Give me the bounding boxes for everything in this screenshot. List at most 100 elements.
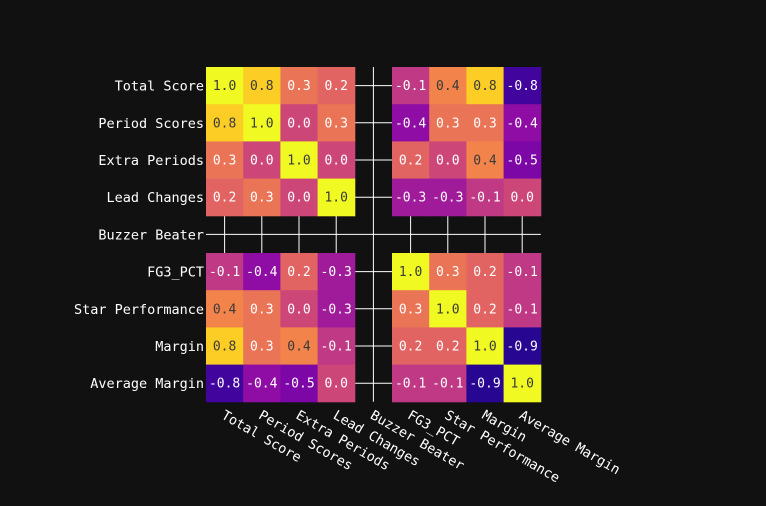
cell-value-label: 1.0 xyxy=(399,265,422,280)
cell-value-label: -0.4 xyxy=(507,116,538,131)
heatmap-cell xyxy=(206,364,244,403)
cell-value-label: 0.0 xyxy=(436,154,459,169)
heatmap-cell xyxy=(429,104,467,142)
cell-value-label: -0.4 xyxy=(246,265,277,280)
heatmap-cell xyxy=(429,253,467,291)
cell-value-label: 0.2 xyxy=(213,191,236,206)
y-tick-label-extra-periods: Extra Periods xyxy=(98,153,204,169)
cell-value-label: 0.3 xyxy=(436,265,459,280)
heatmap-cell xyxy=(503,104,542,142)
heatmap-cell xyxy=(429,178,467,217)
cell-value-label: 0.0 xyxy=(324,377,347,392)
cell-value-label: 0.4 xyxy=(213,302,237,317)
heatmap-cell xyxy=(243,178,281,217)
heatmap-cell xyxy=(466,178,505,217)
cell-value-label: 0.3 xyxy=(250,340,273,355)
heatmap-cell xyxy=(392,364,430,403)
heatmap-cell xyxy=(392,141,430,180)
heatmap-cell xyxy=(429,290,467,328)
heatmap-cell xyxy=(280,141,319,180)
cell-value-label: 0.0 xyxy=(324,154,347,169)
cell-value-label: 0.2 xyxy=(399,154,422,169)
cell-value-label: 0.3 xyxy=(324,116,347,131)
heatmap-cell xyxy=(280,178,319,217)
heatmap-cell xyxy=(466,253,505,291)
y-tick-label-average-margin: Average Margin xyxy=(90,376,204,392)
heatmap-cells xyxy=(206,67,542,403)
heatmap-cell xyxy=(392,253,430,291)
cell-value-labels: 1.0 0.8 0.3 0.2 -0.1 0.4 0.8 -0.8 0.8 1.0 0.0 0.3 -0… xyxy=(209,79,538,392)
cell-value-label: 0.2 xyxy=(436,340,459,355)
cell-value-label: 0.8 xyxy=(250,79,273,94)
heatmap-cell xyxy=(243,67,281,105)
cell-value-label: -0.1 xyxy=(469,191,500,206)
cell-value-label: -0.3 xyxy=(395,191,426,206)
cell-value-label: 0.8 xyxy=(213,340,236,355)
cell-value-label: -0.5 xyxy=(283,377,314,392)
cell-value-label: -0.3 xyxy=(432,191,463,206)
cell-value-label: 1.0 xyxy=(287,154,310,169)
heatmap-cell xyxy=(206,104,244,142)
cell-value-label: -0.1 xyxy=(321,340,352,355)
heatmap-cell xyxy=(392,104,430,142)
heatmap-cell xyxy=(206,253,244,291)
cell-value-label: 0.2 xyxy=(399,340,422,355)
heatmap-cell xyxy=(429,67,467,105)
cell-value-label: -0.8 xyxy=(507,79,538,94)
cell-value-label: 1.0 xyxy=(324,191,347,206)
heatmap-cell xyxy=(243,253,281,291)
heatmap-cell xyxy=(317,364,356,403)
heatmap-cell xyxy=(429,141,467,180)
cell-value-label: 0.8 xyxy=(473,79,496,94)
cell-value-label: -0.3 xyxy=(321,302,352,317)
heatmap-cell xyxy=(280,253,319,291)
heatmap-cell xyxy=(392,67,430,105)
y-tick-label-star-performance: Star Performance xyxy=(74,302,204,318)
heatmap-cell xyxy=(243,327,281,366)
cell-value-label: 0.3 xyxy=(213,154,236,169)
cell-value-label: -0.1 xyxy=(395,377,426,392)
cell-value-label: -0.1 xyxy=(507,265,538,280)
cell-value-label: 0.2 xyxy=(324,79,347,94)
heatmap-cell xyxy=(392,290,430,328)
cell-value-label: 0.0 xyxy=(510,191,533,206)
heatmap-cell xyxy=(206,141,244,180)
heatmap-cell xyxy=(280,67,319,105)
heatmap-cell xyxy=(317,327,356,366)
heatmap-cell xyxy=(429,364,467,403)
heatmap-cell xyxy=(206,178,244,217)
cell-value-label: 0.8 xyxy=(213,116,236,131)
cell-value-label: -0.8 xyxy=(209,377,240,392)
cell-value-label: 0.0 xyxy=(287,191,310,206)
heatmap-cell xyxy=(280,104,319,142)
heatmap-cell xyxy=(503,178,542,217)
heatmap-cell xyxy=(392,327,430,366)
heatmap-cell xyxy=(317,253,356,291)
cell-value-label: -0.3 xyxy=(321,265,352,280)
cell-value-label: 0.0 xyxy=(250,154,273,169)
cell-value-label: 1.0 xyxy=(510,377,533,392)
heatmap-cell xyxy=(243,290,281,328)
heatmap-cell xyxy=(466,104,505,142)
heatmap-cell xyxy=(317,178,356,217)
cell-value-label: 0.0 xyxy=(287,302,310,317)
cell-value-label: -0.1 xyxy=(395,79,426,94)
heatmap-cell xyxy=(503,141,542,180)
cell-value-label: -0.4 xyxy=(246,377,277,392)
cell-value-label: 1.0 xyxy=(436,302,459,317)
heatmap-cell xyxy=(503,364,542,403)
cell-value-label: 0.3 xyxy=(436,116,459,131)
y-tick-label-buzzer-beater: Buzzer Beater xyxy=(98,227,204,243)
cell-value-label: -0.4 xyxy=(395,116,426,131)
cell-value-label: 0.2 xyxy=(473,302,496,317)
heatmap-cell xyxy=(243,364,281,403)
cell-value-label: -0.5 xyxy=(507,154,538,169)
y-tick-label-period-scores: Period Scores xyxy=(98,116,204,132)
heatmap-cell xyxy=(466,67,505,105)
heatmap-cell xyxy=(317,67,356,105)
heatmap-cell xyxy=(280,290,319,328)
heatmap-cell xyxy=(503,67,542,105)
heatmap-cell xyxy=(466,141,505,180)
